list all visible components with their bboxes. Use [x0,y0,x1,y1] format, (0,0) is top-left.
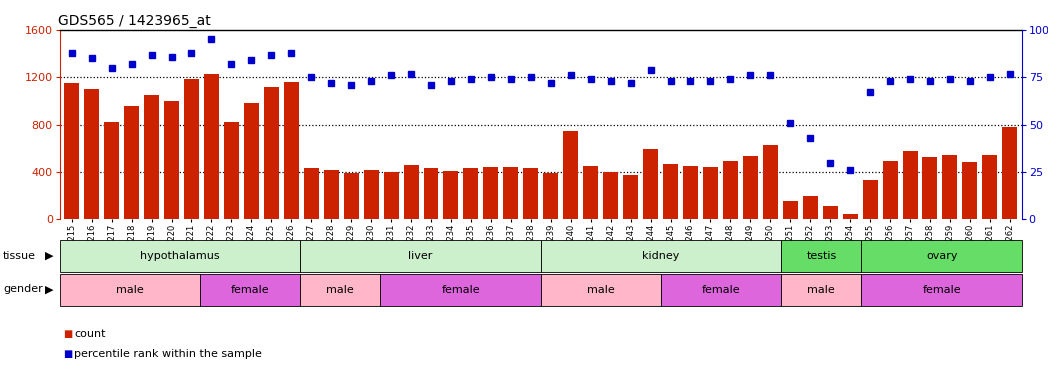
Bar [60,240,300,272]
Bar [344,173,358,219]
Bar [64,83,80,219]
Text: gender: gender [3,285,43,294]
Bar [364,170,378,219]
Bar [541,240,781,272]
Bar [683,165,698,219]
Bar [783,201,798,219]
Bar [144,95,159,219]
Bar [165,101,179,219]
Bar [583,166,598,219]
Text: female: female [231,285,269,295]
Bar [84,89,100,219]
Bar [781,274,861,306]
Bar [324,170,339,219]
Text: female: female [702,285,741,295]
Bar [224,122,239,219]
Text: ovary: ovary [925,251,958,261]
Bar [380,274,541,306]
Bar [781,240,861,272]
Text: ■: ■ [63,329,72,339]
Bar [882,161,897,219]
Bar [200,274,300,306]
Text: ▶: ▶ [45,285,53,294]
Text: male: male [116,285,144,295]
Bar [543,173,559,219]
Bar [703,167,718,219]
Bar [503,167,519,219]
Bar [863,180,877,219]
Text: male: male [808,285,835,295]
Bar [264,87,279,219]
Bar [661,274,781,306]
Bar [541,274,661,306]
Bar [624,175,638,219]
Bar [743,156,758,219]
Bar [184,78,199,219]
Bar [823,206,837,219]
Bar [902,152,917,219]
Bar [843,214,857,219]
Bar [463,168,478,219]
Text: female: female [441,285,480,295]
Bar [523,168,539,219]
Bar [663,164,678,219]
Bar [763,145,778,219]
Text: testis: testis [806,251,836,261]
Bar [300,274,380,306]
Text: hypothalamus: hypothalamus [140,251,220,261]
Text: male: male [327,285,354,295]
Text: ■: ■ [63,350,72,359]
Text: GDS565 / 1423965_at: GDS565 / 1423965_at [58,13,211,28]
Bar [284,82,299,219]
Bar [922,157,938,219]
Bar [384,172,398,219]
Bar [962,162,978,219]
Text: tissue: tissue [3,251,36,261]
Bar [723,161,738,219]
Bar [861,240,1022,272]
Bar [304,168,319,219]
Bar [403,165,418,219]
Text: male: male [587,285,615,295]
Bar [204,74,219,219]
Text: kidney: kidney [642,251,680,261]
Text: percentile rank within the sample: percentile rank within the sample [74,350,262,359]
Text: female: female [922,285,961,295]
Text: liver: liver [409,251,433,261]
Bar [443,171,458,219]
Bar [861,274,1022,306]
Bar [803,196,817,219]
Bar [124,106,139,219]
Bar [423,168,438,219]
Bar [563,130,578,219]
Text: count: count [74,329,106,339]
Bar [483,167,499,219]
Bar [300,240,541,272]
Bar [982,155,998,219]
Bar [60,274,200,306]
Bar [244,104,259,219]
Bar [104,122,119,219]
Text: ▶: ▶ [45,251,53,261]
Bar [1002,127,1018,219]
Bar [643,149,658,219]
Bar [604,172,618,219]
Bar [942,155,958,219]
